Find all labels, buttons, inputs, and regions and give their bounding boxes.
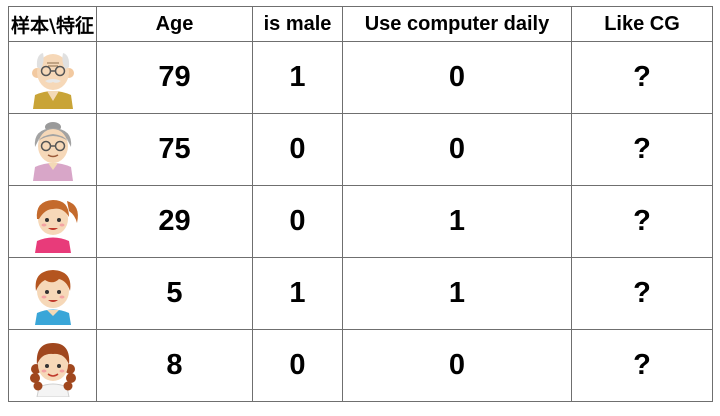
like-cg-cell: ? bbox=[571, 113, 713, 186]
table-row: 5 1 1 ? bbox=[8, 257, 713, 330]
age-cell: 8 bbox=[96, 329, 253, 402]
header-age: Age bbox=[96, 6, 253, 42]
use-computer-daily-cell: 1 bbox=[342, 257, 572, 330]
avatar-cell bbox=[8, 329, 97, 402]
table-row: 29 0 1 ? bbox=[8, 185, 713, 258]
sample-feature-table: 样本\特征 Age is male Use computer daily Lik… bbox=[8, 6, 713, 402]
like-cg-cell: ? bbox=[571, 257, 713, 330]
like-cg-cell: ? bbox=[571, 41, 713, 114]
is-male-cell: 1 bbox=[252, 41, 343, 114]
use-computer-daily-cell: 1 bbox=[342, 185, 572, 258]
use-computer-daily-cell: 0 bbox=[342, 41, 572, 114]
header-like-cg: Like CG bbox=[571, 6, 713, 42]
use-computer-daily-cell: 0 bbox=[342, 329, 572, 402]
age-cell: 79 bbox=[96, 41, 253, 114]
is-male-cell: 1 bbox=[252, 257, 343, 330]
boy-avatar-icon bbox=[34, 269, 71, 325]
elderly-man-avatar-icon bbox=[31, 52, 74, 109]
like-cg-cell: ? bbox=[571, 185, 713, 258]
girl-curly-hair-avatar-icon bbox=[29, 342, 76, 397]
use-computer-daily-cell: 0 bbox=[342, 113, 572, 186]
avatar-cell bbox=[8, 257, 97, 330]
is-male-cell: 0 bbox=[252, 329, 343, 402]
young-woman-ponytail-avatar-icon bbox=[34, 199, 78, 253]
data-table: 样本\特征 Age is male Use computer daily Lik… bbox=[8, 6, 713, 402]
age-cell: 75 bbox=[96, 113, 253, 186]
table-row: 8 0 0 ? bbox=[8, 329, 713, 402]
avatar-cell bbox=[8, 41, 97, 114]
elderly-woman-avatar-icon bbox=[32, 121, 73, 181]
table-row: 75 0 0 ? bbox=[8, 113, 713, 186]
age-cell: 5 bbox=[96, 257, 253, 330]
header-is-male: is male bbox=[252, 6, 343, 42]
table-row: 79 1 0 ? bbox=[8, 41, 713, 114]
is-male-cell: 0 bbox=[252, 185, 343, 258]
like-cg-cell: ? bbox=[571, 329, 713, 402]
header-row: 样本\特征 Age is male Use computer daily Lik… bbox=[8, 6, 713, 42]
header-sample-feature: 样本\特征 bbox=[8, 6, 97, 42]
avatar-cell bbox=[8, 185, 97, 258]
is-male-cell: 0 bbox=[252, 113, 343, 186]
avatar-cell bbox=[8, 113, 97, 186]
age-cell: 29 bbox=[96, 185, 253, 258]
header-use-computer-daily: Use computer daily bbox=[342, 6, 572, 42]
